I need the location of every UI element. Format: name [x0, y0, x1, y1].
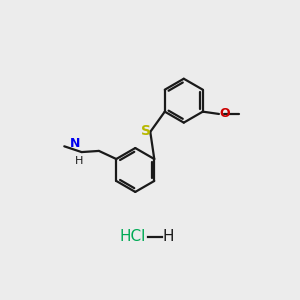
Text: O: O	[219, 107, 230, 121]
Text: HCl: HCl	[119, 230, 146, 244]
Text: S: S	[141, 124, 151, 138]
Text: N: N	[70, 137, 80, 150]
Text: H: H	[74, 156, 83, 166]
Text: H: H	[163, 230, 175, 244]
